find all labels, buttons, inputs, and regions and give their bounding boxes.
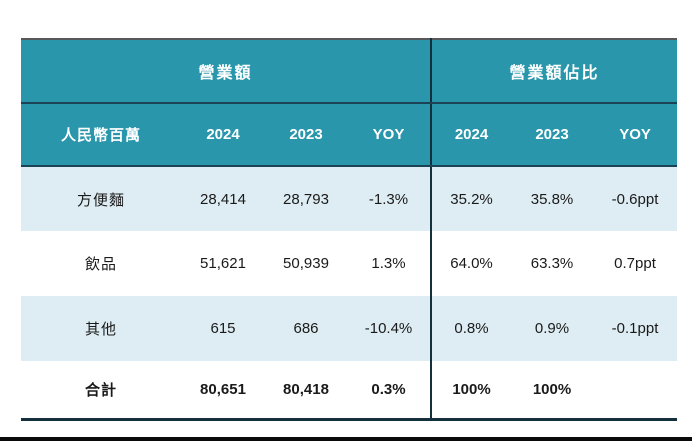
cell-revenue-2023: 80,418 (265, 361, 347, 419)
cell-share-2023: 100% (511, 361, 594, 419)
cell-share-2024: 64.0% (430, 231, 512, 296)
col-header-revenue-2023: 2023 (265, 103, 347, 167)
table-row-others: 其他 615 686 -10.4% 0.8% 0.9% -0.1ppt (21, 296, 678, 361)
col-header-share-2023: 2023 (511, 103, 594, 167)
cell-revenue-yoy: 1.3% (347, 231, 432, 296)
cell-revenue-2024: 51,621 (181, 231, 265, 296)
col-header-share-yoy: YOY (593, 103, 678, 167)
row-label: 方便麵 (21, 166, 181, 231)
col-header-revenue-2024: 2024 (181, 103, 265, 167)
cell-share-2023: 0.9% (511, 296, 594, 361)
cell-revenue-yoy: -1.3% (347, 166, 432, 231)
group-header-revenue: 營業額 (21, 39, 432, 104)
cell-revenue-2023: 28,793 (265, 166, 347, 231)
cell-revenue-2024: 28,414 (181, 166, 265, 231)
row-label: 其他 (21, 296, 181, 361)
column-header-row: 人民幣百萬 2024 2023 YOY 2024 2023 YOY (21, 103, 678, 167)
cell-revenue-2024: 615 (181, 296, 265, 361)
cell-revenue-yoy: -10.4% (347, 296, 432, 361)
table-row-instant-noodles: 方便麵 28,414 28,793 -1.3% 35.2% 35.8% -0.6… (21, 166, 678, 231)
table-row-beverages: 飲品 51,621 50,939 1.3% 64.0% 63.3% 0.7ppt (21, 231, 678, 296)
col-header-share-2024: 2024 (430, 103, 512, 167)
cell-share-2024: 0.8% (430, 296, 512, 361)
cell-share-yoy: 0.7ppt (593, 231, 678, 296)
cell-share-yoy: -0.6ppt (593, 166, 678, 231)
unit-label: 人民幣百萬 (21, 103, 181, 167)
cell-revenue-2023: 50,939 (265, 231, 347, 296)
cell-revenue-2023: 686 (265, 296, 347, 361)
bottom-edge-bar (0, 437, 692, 441)
group-header-revenue-share: 營業額佔比 (430, 39, 678, 104)
cell-share-yoy (593, 361, 678, 419)
row-label: 合計 (21, 361, 181, 419)
cell-revenue-yoy: 0.3% (347, 361, 432, 419)
table-row-total: 合計 80,651 80,418 0.3% 100% 100% (21, 361, 678, 419)
row-label: 飲品 (21, 231, 181, 296)
col-header-revenue-yoy: YOY (347, 103, 432, 167)
group-header-row: 營業額 營業額佔比 (21, 39, 678, 104)
cell-share-2023: 35.8% (511, 166, 594, 231)
cell-revenue-2024: 80,651 (181, 361, 265, 419)
cell-share-2024: 35.2% (430, 166, 512, 231)
cell-share-yoy: -0.1ppt (593, 296, 678, 361)
revenue-table: 營業額 營業額佔比 人民幣百萬 2024 2023 YOY 2024 2023 … (21, 38, 678, 421)
cell-share-2023: 63.3% (511, 231, 594, 296)
cell-share-2024: 100% (430, 361, 512, 419)
